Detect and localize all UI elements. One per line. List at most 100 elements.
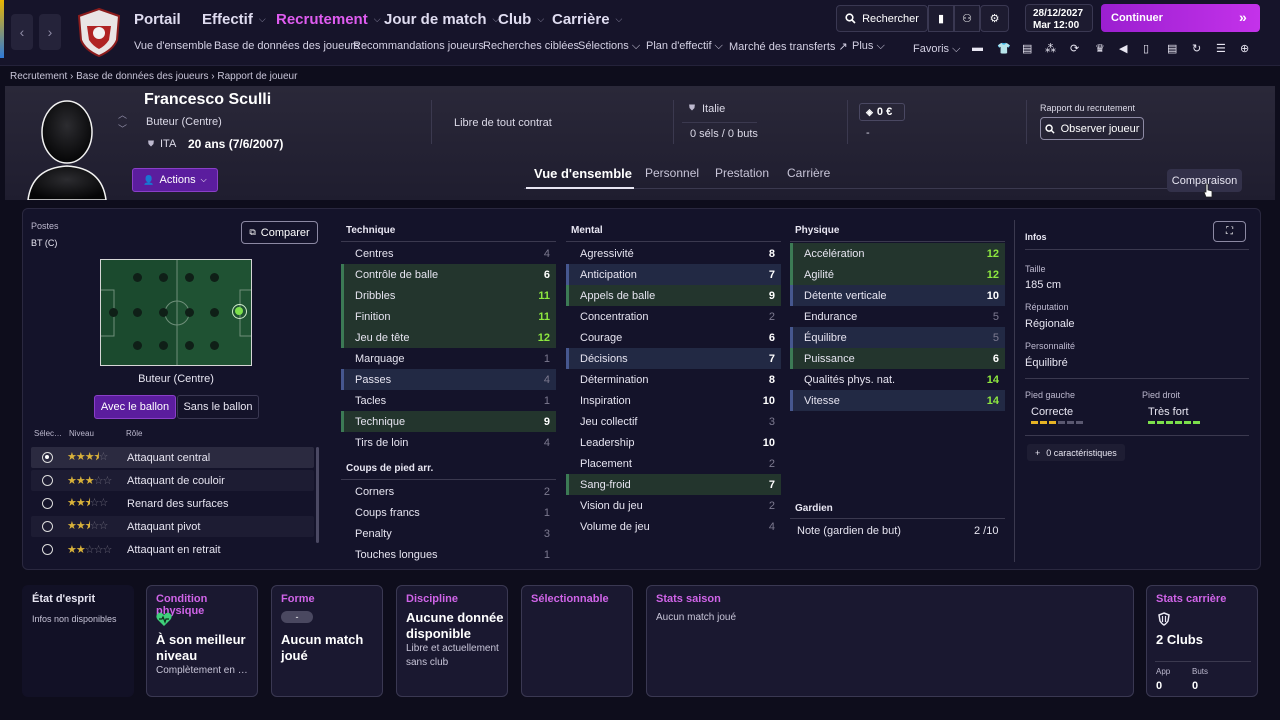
game-date[interactable]: 28/12/2027 Mar 12:00 bbox=[1025, 4, 1093, 32]
attr-row[interactable]: Courage 6 bbox=[580, 331, 775, 344]
attr-row[interactable]: Volume de jeu 4 bbox=[580, 520, 775, 533]
attr-row[interactable]: Endurance 5 bbox=[804, 310, 999, 323]
tactics-icon[interactable]: ⁂ bbox=[1045, 43, 1056, 55]
attr-row[interactable]: Agilité 12 bbox=[790, 264, 1005, 285]
nav-portail[interactable]: Portail bbox=[134, 10, 181, 28]
subnav-recommandations[interactable]: Recommandations joueurs bbox=[353, 40, 484, 52]
subnav-selections[interactable]: Sélections ⌵ bbox=[578, 40, 641, 52]
nav-jour-de-match[interactable]: Jour de match ⌵ bbox=[384, 10, 500, 28]
attr-row[interactable]: Équilibre 5 bbox=[790, 327, 1005, 348]
attr-row[interactable]: Puissance 6 bbox=[790, 348, 1005, 369]
attr-row[interactable]: Finition 11 bbox=[341, 306, 556, 327]
attr-row[interactable]: Contrôle de balle 6 bbox=[341, 264, 556, 285]
tab-prestation[interactable]: Prestation bbox=[715, 166, 770, 180]
attr-row[interactable]: Agressivité 8 bbox=[580, 247, 775, 260]
with-ball-toggle[interactable]: Avec le ballon bbox=[94, 395, 176, 419]
selectable-card[interactable]: Sélectionnable bbox=[521, 585, 633, 697]
traits-button[interactable]: +0 caractéristiques bbox=[1027, 444, 1125, 461]
breadcrumb-recrutement[interactable]: Recrutement bbox=[10, 71, 68, 82]
document-icon[interactable]: ▯ bbox=[1143, 43, 1150, 55]
attr-row[interactable]: Anticipation 7 bbox=[566, 264, 781, 285]
attr-row[interactable]: Vitesse 14 bbox=[790, 390, 1005, 411]
role-row-attaquant-retrait[interactable]: ★★☆☆☆ Attaquant en retrait bbox=[31, 539, 314, 560]
radio-unselected[interactable] bbox=[42, 521, 53, 532]
attr-row[interactable]: Décisions 7 bbox=[566, 348, 781, 369]
trophy-icon[interactable]: ♛ bbox=[1095, 43, 1105, 55]
attr-row[interactable]: Jeu collectif 3 bbox=[580, 415, 775, 428]
megaphone-icon[interactable]: ◀ bbox=[1119, 43, 1128, 55]
breadcrumb-base-joueurs[interactable]: Base de données des joueurs bbox=[76, 71, 209, 82]
without-ball-toggle[interactable]: Sans le ballon bbox=[177, 395, 259, 419]
radio-unselected[interactable] bbox=[42, 544, 53, 555]
roles-scrollbar[interactable] bbox=[316, 447, 319, 543]
attr-row[interactable]: Accélération 12 bbox=[790, 243, 1005, 264]
attr-row[interactable]: Placement 2 bbox=[580, 457, 775, 470]
subnav-recherches[interactable]: Recherches ciblées bbox=[483, 40, 579, 52]
compare-positions-button[interactable]: ⧉ Comparer bbox=[241, 221, 318, 244]
attr-row[interactable]: Technique 9 bbox=[341, 411, 556, 432]
role-row-attaquant-pivot[interactable]: ★★⯨☆☆ Attaquant pivot bbox=[31, 516, 314, 537]
nav-carriere[interactable]: Carrière ⌵ bbox=[552, 10, 623, 28]
role-row-attaquant-central[interactable]: ★★★⯨☆ Attaquant central bbox=[31, 447, 314, 468]
next-player-icon[interactable]: ﹀ bbox=[118, 124, 128, 134]
subnav-vue-ensemble[interactable]: Vue d'ensemble bbox=[134, 40, 213, 52]
continue-button[interactable]: Continuer » bbox=[1101, 4, 1260, 32]
attr-row[interactable]: Détente verticale 10 bbox=[790, 285, 1005, 306]
favorites-dropdown[interactable]: Favoris ⌵ bbox=[913, 43, 961, 55]
profile-card-button[interactable]: ⛶ bbox=[1213, 221, 1246, 242]
clipboard-icon[interactable]: ▤ bbox=[1022, 43, 1033, 55]
attr-row[interactable]: Penalty 3 bbox=[355, 527, 550, 540]
club-logo[interactable] bbox=[73, 6, 125, 58]
shirt-icon[interactable]: 👕 bbox=[997, 43, 1011, 55]
radio-unselected[interactable] bbox=[42, 475, 53, 486]
subnav-plan-effectif[interactable]: Plan d'effectif ⌵ bbox=[646, 40, 723, 52]
attr-row[interactable]: Passes 4 bbox=[341, 369, 556, 390]
attr-row[interactable]: Tacles 1 bbox=[355, 394, 550, 407]
career-stats-card[interactable]: Stats carrière 2 Clubs App Buts 0 0 bbox=[1146, 585, 1258, 697]
refresh-icon[interactable]: ↻ bbox=[1192, 43, 1202, 55]
database-icon[interactable]: ☰ bbox=[1216, 43, 1226, 55]
attr-row[interactable]: Qualités phys. nat. 14 bbox=[804, 373, 999, 386]
attr-row[interactable]: Vision du jeu 2 bbox=[580, 499, 775, 512]
forward-button[interactable]: › bbox=[39, 14, 61, 50]
observe-player-button[interactable]: Observer joueur bbox=[1040, 117, 1144, 140]
previous-player-icon[interactable]: ︿ bbox=[118, 110, 128, 120]
comparison-button[interactable]: Comparaison bbox=[1167, 169, 1242, 192]
settings-button[interactable]: ⚙ bbox=[980, 5, 1009, 32]
attr-row[interactable]: Centres 4 bbox=[355, 247, 550, 260]
tab-carriere[interactable]: Carrière bbox=[787, 166, 831, 180]
discipline-card[interactable]: Discipline Aucune donnée disponible Libr… bbox=[396, 585, 508, 697]
radio-unselected[interactable] bbox=[42, 498, 53, 509]
attr-row[interactable]: Marquage 1 bbox=[355, 352, 550, 365]
subnav-marche-transferts[interactable]: Marché des transferts ↗ bbox=[729, 41, 848, 53]
back-button[interactable]: ‹ bbox=[11, 14, 33, 50]
attr-row[interactable]: Corners 2 bbox=[355, 485, 550, 498]
attr-row[interactable]: Sang-froid 7 bbox=[566, 474, 781, 495]
nav-recrutement[interactable]: Recrutement ⌵ bbox=[276, 10, 381, 28]
report-icon[interactable]: ▤ bbox=[1167, 43, 1178, 55]
condition-card[interactable]: Condition physique À son meilleur niveau… bbox=[146, 585, 258, 697]
tab-vue-ensemble[interactable]: Vue d'ensemble bbox=[534, 166, 632, 181]
attr-row[interactable]: Tirs de loin 4 bbox=[355, 436, 550, 449]
attr-row[interactable]: Concentration 2 bbox=[580, 310, 775, 323]
tab-personnel[interactable]: Personnel bbox=[645, 166, 700, 180]
cycle-icon[interactable]: ⟳ bbox=[1070, 43, 1080, 55]
subnav-plus[interactable]: Plus ⌵ bbox=[852, 40, 885, 52]
nav-club[interactable]: Club ⌵ bbox=[498, 10, 545, 28]
form-card[interactable]: Forme - Aucun match joué bbox=[271, 585, 383, 697]
subnav-base-joueurs[interactable]: Base de données des joueurs bbox=[214, 40, 360, 52]
season-stats-card[interactable]: Stats saison Aucun match joué bbox=[646, 585, 1134, 697]
attr-row[interactable]: Inspiration 10 bbox=[580, 394, 775, 407]
actions-button[interactable]: 👤 Actions ⌵ bbox=[132, 168, 218, 192]
nav-effectif[interactable]: Effectif ⌵ bbox=[202, 10, 266, 28]
role-row-renard-surfaces[interactable]: ★★⯨☆☆ Renard des surfaces bbox=[31, 493, 314, 514]
chat-icon[interactable]: ▬ bbox=[972, 42, 983, 54]
attr-row[interactable]: Touches longues 1 bbox=[355, 548, 550, 561]
search-button[interactable]: Rechercher bbox=[836, 5, 928, 32]
radio-selected[interactable] bbox=[42, 452, 53, 463]
attr-row[interactable]: Leadership 10 bbox=[580, 436, 775, 449]
attr-row[interactable]: Jeu de tête 12 bbox=[341, 327, 556, 348]
squad-button[interactable]: ⚇ bbox=[954, 5, 980, 32]
inbox-button[interactable]: ▮ bbox=[928, 5, 954, 32]
attr-row[interactable]: Détermination 8 bbox=[580, 373, 775, 386]
